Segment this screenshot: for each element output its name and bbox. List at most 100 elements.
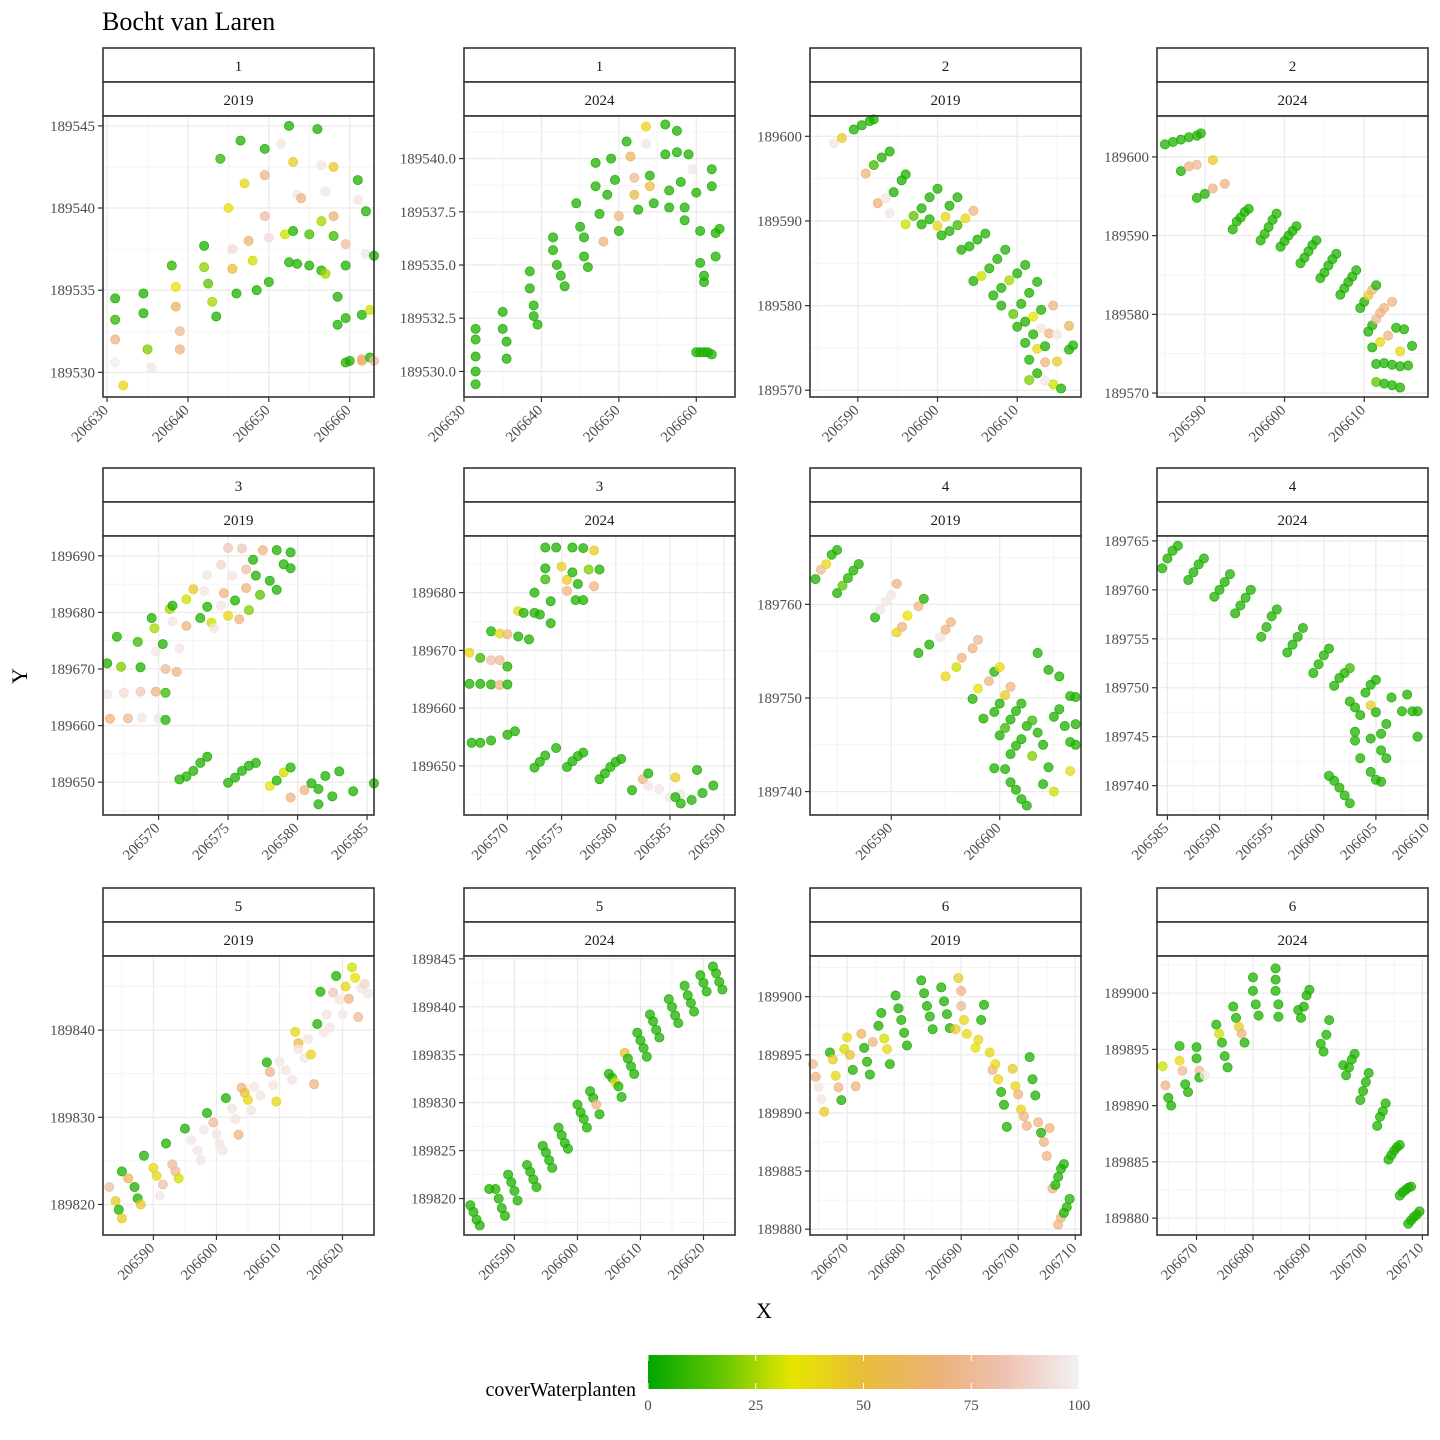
panel-points (102, 542, 379, 810)
x-tick-label: 206630 (69, 403, 112, 446)
y-tick-label: 189600 (1104, 150, 1149, 166)
data-point (1295, 1012, 1306, 1023)
data-point (1329, 680, 1340, 691)
x-tick-label: 206660 (658, 403, 701, 446)
data-point (1227, 224, 1238, 235)
data-point (239, 178, 250, 189)
data-point (832, 588, 843, 599)
data-point (613, 211, 624, 222)
facet-panel: 5 2024 206590 206600 206610 206620 189820 18982… (411, 887, 736, 1284)
data-point (996, 1087, 1007, 1098)
data-point (695, 257, 706, 268)
strip-transect (809, 467, 1082, 503)
data-point (924, 639, 935, 650)
data-point (1271, 604, 1282, 615)
data-point (599, 768, 610, 779)
data-point (643, 768, 654, 779)
data-point (287, 1074, 298, 1085)
data-point (195, 613, 206, 624)
facet-panel: 2 2019 206590 206600 206610 189570 189580 18959… (757, 47, 1082, 446)
data-point (1350, 735, 1361, 746)
data-point (832, 545, 843, 556)
data-point (524, 634, 535, 645)
data-point (211, 311, 222, 322)
data-point (1028, 329, 1039, 340)
data-point (331, 971, 342, 982)
data-point (590, 157, 601, 168)
data-point (1183, 132, 1194, 143)
data-point (984, 263, 995, 274)
y-tick-label: 189670 (50, 662, 95, 678)
x-tick-label: 206680 (1215, 1241, 1258, 1284)
data-point (497, 323, 508, 334)
data-point (924, 214, 935, 225)
data-point (996, 300, 1007, 311)
data-point (1157, 1061, 1168, 1072)
data-point (1199, 188, 1210, 199)
data-point (320, 268, 331, 279)
data-point (602, 189, 613, 200)
data-point (1231, 1012, 1242, 1023)
data-point (1040, 341, 1051, 352)
data-point (988, 290, 999, 301)
x-tick-label: 206570 (120, 821, 163, 864)
data-point (1349, 1048, 1360, 1059)
data-point (1157, 563, 1168, 574)
data-point (181, 620, 192, 631)
data-point (547, 1162, 558, 1173)
y-tick-label: 189650 (50, 775, 95, 791)
data-point (1383, 330, 1394, 341)
data-point (227, 263, 238, 274)
data-point (545, 618, 556, 629)
data-point (686, 794, 697, 805)
data-point (292, 258, 303, 269)
facet-panel: 3 2024 206570 206575 206580 206585 206590 18965… (411, 467, 736, 864)
data-point (104, 713, 115, 724)
data-point (916, 203, 927, 214)
data-point (1005, 681, 1016, 692)
panel-border (463, 535, 736, 816)
data-point (344, 355, 355, 366)
data-point (968, 276, 979, 287)
data-point (316, 160, 327, 171)
data-point (1054, 671, 1065, 682)
data-point (983, 676, 994, 687)
data-point (227, 1103, 238, 1114)
data-point (1292, 631, 1303, 642)
data-point (494, 655, 505, 666)
data-point (1235, 600, 1246, 611)
strip-year-label: 2024 (585, 93, 616, 109)
data-point (1052, 329, 1063, 340)
data-point (312, 1019, 323, 1030)
data-point (927, 1024, 938, 1035)
data-point (102, 658, 113, 669)
data-point (706, 181, 717, 192)
data-point (1395, 382, 1406, 393)
y-tick-label: 189660 (411, 701, 456, 717)
x-tick-label: 206600 (539, 1241, 582, 1284)
data-point (1044, 1123, 1055, 1134)
data-point (216, 559, 227, 570)
data-point (714, 223, 725, 234)
data-point (687, 164, 698, 175)
data-point (1228, 1001, 1239, 1012)
data-point (708, 780, 719, 791)
x-tick-label: 206590 (476, 1241, 519, 1284)
data-point (1379, 358, 1390, 369)
data-point (1040, 375, 1051, 386)
data-point (464, 647, 475, 658)
panel-points (1159, 128, 1418, 393)
data-point (470, 351, 481, 362)
data-point (466, 737, 477, 748)
data-point (1030, 1090, 1041, 1101)
data-point (990, 1059, 1001, 1070)
strip-transect (1156, 47, 1429, 83)
data-point (1216, 1037, 1227, 1048)
strip-year-label: 2024 (585, 933, 616, 949)
strip-transect-label: 4 (942, 479, 950, 495)
data-point (268, 1080, 279, 1091)
data-point (1013, 1089, 1024, 1100)
data-point (524, 283, 535, 294)
y-tick-label: 189900 (757, 990, 802, 1006)
data-point (1191, 1042, 1202, 1053)
